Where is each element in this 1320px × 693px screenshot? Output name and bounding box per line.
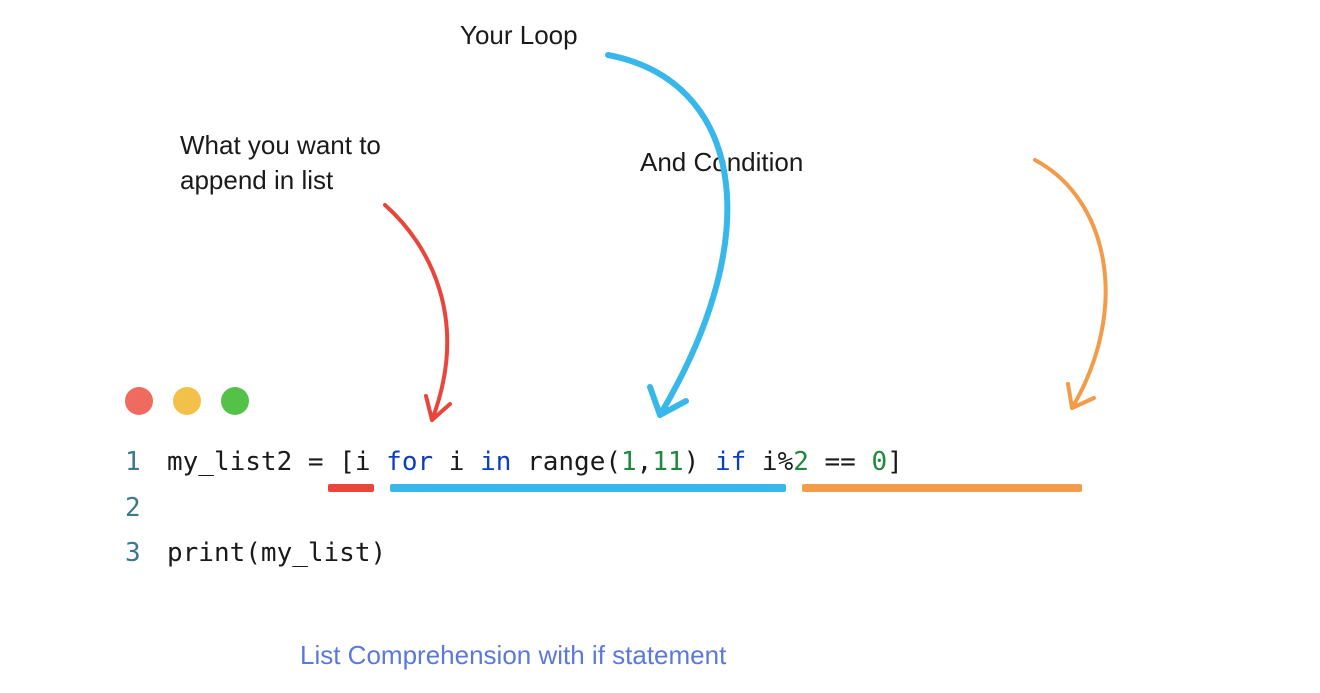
window-dots (125, 387, 249, 415)
annotation-append-line2: append in list (180, 165, 333, 195)
code-token: if (715, 440, 746, 486)
underline-red (328, 484, 374, 492)
code-token: ] (887, 440, 903, 486)
annotation-loop: Your Loop (460, 18, 578, 53)
dot-red-icon (125, 387, 153, 415)
code-token: == (825, 440, 856, 486)
code-token: i (433, 440, 480, 486)
code-token: = (308, 440, 324, 486)
code-line: 1my_list2 = [i for i in range(1,11) if i… (125, 440, 903, 486)
code-token (809, 440, 825, 486)
code-token: i (746, 440, 777, 486)
line-number: 1 (125, 440, 167, 486)
code-token: , (637, 440, 653, 486)
code-line: 2 (125, 486, 903, 532)
code-token: range( (511, 440, 621, 486)
code-block: 1my_list2 = [i for i in range(1,11) if i… (125, 440, 903, 577)
code-token: 0 (872, 440, 888, 486)
code-token: [i (324, 440, 387, 486)
underline-blue (390, 484, 786, 492)
code-token: 11 (652, 440, 683, 486)
code-line: 3print(my_list) (125, 531, 903, 577)
dot-green-icon (221, 387, 249, 415)
dot-yellow-icon (173, 387, 201, 415)
code-token: my_list2 (167, 440, 308, 486)
code-token: 1 (621, 440, 637, 486)
line-number: 3 (125, 531, 167, 577)
underline-orange (802, 484, 1082, 492)
arrow-blue (0, 0, 1320, 693)
line-number: 2 (125, 486, 167, 532)
code-token: ) (684, 440, 715, 486)
code-token: in (480, 440, 511, 486)
annotation-append: What you want to append in list (180, 128, 381, 198)
code-token: % (778, 440, 794, 486)
code-token: 2 (793, 440, 809, 486)
arrow-orange (0, 0, 1320, 693)
annotation-append-line1: What you want to (180, 130, 381, 160)
code-token (856, 440, 872, 486)
diagram-caption: List Comprehension with if statement (300, 640, 726, 671)
annotation-condition: And Condition (640, 145, 803, 180)
code-token: print(my_list) (167, 531, 386, 577)
code-token: for (386, 440, 433, 486)
arrow-red (0, 0, 1320, 693)
